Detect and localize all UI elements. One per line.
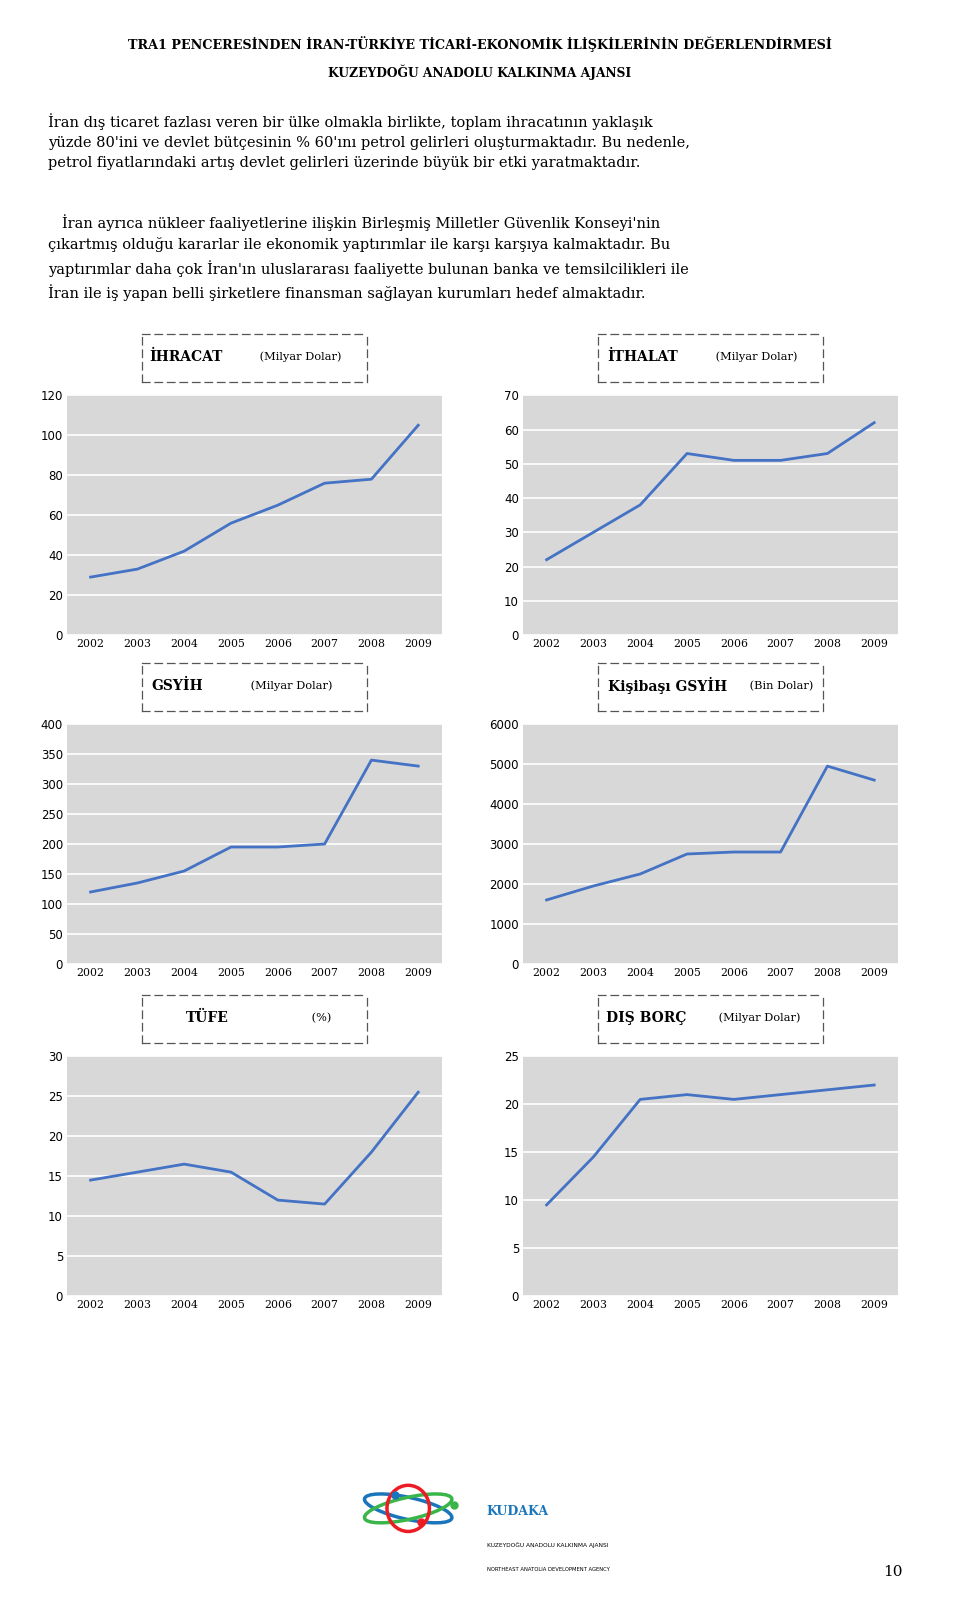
Text: İHRACAT (Milyar Dolar): İHRACAT (Milyar Dolar) [247, 356, 262, 358]
Text: KUZEYDOĞU ANADOLU KALKINMA AJANSI: KUZEYDOĞU ANADOLU KALKINMA AJANSI [487, 1542, 608, 1549]
Text: DIŞ BORÇ: DIŞ BORÇ [606, 1011, 686, 1025]
Text: İran dış ticaret fazlası veren bir ülke olmakla birlikte, toplam ihracatının yak: İran dış ticaret fazlası veren bir ülke … [48, 113, 690, 170]
Text: (Milyar Dolar): (Milyar Dolar) [255, 352, 342, 363]
Text: (Milyar Dolar): (Milyar Dolar) [715, 1012, 801, 1024]
Text: KUZEYDOĞU ANADOLU KALKINMA AJANSI: KUZEYDOĞU ANADOLU KALKINMA AJANSI [328, 65, 632, 81]
Text: İTHALAT (Milyar Dolar): İTHALAT (Milyar Dolar) [703, 356, 718, 358]
Text: (%): (%) [308, 1012, 331, 1024]
Text: 10: 10 [883, 1565, 902, 1579]
Text: TRA1 PENCERESİNDEN İRAN-TÜRKİYE TİCARİ-EKONOMİK İLİŞKİLERİNİN DEĞERLENDİRMESİ: TRA1 PENCERESİNDEN İRAN-TÜRKİYE TİCARİ-E… [128, 36, 832, 52]
Text: (Milyar Dolar): (Milyar Dolar) [711, 352, 798, 363]
Text: İHRACAT: İHRACAT [150, 350, 223, 364]
Text: TÜFE: TÜFE [186, 1011, 228, 1025]
Text: KUDAKA: KUDAKA [487, 1505, 549, 1518]
Text: (Milyar Dolar): (Milyar Dolar) [247, 680, 333, 692]
Text: İran ayrıca nükleer faaliyetlerine ilişkin Birleşmiş Milletler Güvenlik Konseyi': İran ayrıca nükleer faaliyetlerine ilişk… [48, 214, 688, 301]
Text: Kişibaşı GSYİH: Kişibaşı GSYİH [608, 677, 727, 695]
Text: TÜFE (%): TÜFE (%) [252, 1017, 257, 1019]
Text: GSYİH: GSYİH [152, 679, 204, 693]
Text: İTHALAT: İTHALAT [607, 350, 678, 364]
Text: Kişibaşı GSYİH (Bin Dolar): Kişibaşı GSYİH (Bin Dolar) [702, 685, 719, 687]
Text: GSYİH (Milyar Dolar): GSYİH (Milyar Dolar) [248, 685, 261, 687]
Text: (Bin Dolar): (Bin Dolar) [746, 680, 813, 692]
Text: NORTHEAST ANATOLIA DEVELOPMENT AGENCY: NORTHEAST ANATOLIA DEVELOPMENT AGENCY [487, 1568, 610, 1573]
